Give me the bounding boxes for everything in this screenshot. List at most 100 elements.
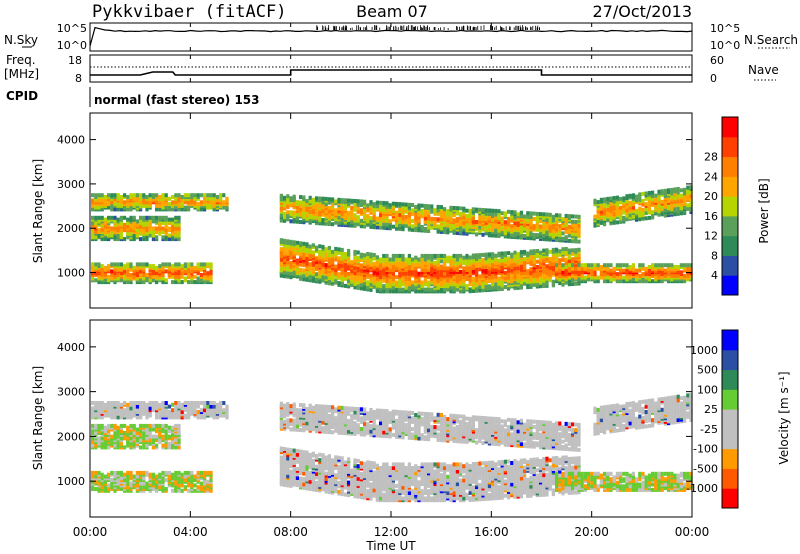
velocity-cell [177, 415, 181, 420]
power-cell [283, 211, 287, 216]
power-cell [91, 215, 95, 220]
velocity-cell [126, 470, 130, 475]
power-cell [683, 205, 687, 210]
power-cell [603, 215, 607, 220]
velocity-cell [151, 423, 155, 428]
power-cell [478, 216, 482, 221]
nave-label: Nave [748, 63, 779, 77]
power-cell [289, 196, 293, 201]
power-cell [401, 202, 405, 207]
power-cell [174, 271, 178, 276]
velocity-cell [167, 415, 171, 420]
power-cell [430, 257, 434, 262]
velocity-cell [164, 443, 168, 448]
power-cell [391, 201, 395, 206]
power-cell [148, 215, 152, 220]
power-cell [446, 282, 450, 287]
power-cell [366, 207, 370, 211]
power-cell [583, 263, 587, 268]
power-cell [343, 273, 347, 278]
power-cell [491, 262, 495, 267]
power-cell [347, 272, 351, 276]
freq-tick-bottom: 8 [75, 72, 82, 85]
velocity-cell [167, 410, 171, 414]
power-cell [199, 207, 203, 212]
velocity-cell [100, 401, 104, 405]
power-cell [430, 208, 434, 212]
power-cell [574, 248, 578, 253]
power-cell [430, 277, 434, 281]
power-cell [551, 232, 555, 237]
y-tick-label: 4000 [57, 134, 85, 147]
power-cell [503, 251, 507, 256]
velocity-cell [103, 429, 107, 434]
power-cell [119, 267, 123, 272]
power-cell [180, 198, 184, 203]
power-cell [475, 220, 479, 224]
power-cell [513, 210, 517, 215]
power-cell [622, 279, 626, 284]
power-cell [590, 268, 594, 273]
power-cell [103, 198, 107, 203]
power-cell [340, 205, 344, 210]
power-cell [177, 219, 181, 224]
power-cell [279, 238, 283, 243]
velocity-cell [135, 410, 139, 414]
velocity-cell [174, 404, 178, 409]
power-cell [107, 205, 111, 210]
power-cell [478, 225, 482, 230]
power-cell [222, 193, 226, 198]
power-cell [353, 271, 357, 276]
power-cell [484, 208, 488, 213]
nsky-line [89, 26, 693, 47]
power-cell [561, 263, 565, 268]
power-cell [177, 237, 181, 242]
velocity-cell [139, 401, 143, 405]
velocity-cell [167, 425, 171, 430]
velocity-cell [167, 445, 171, 450]
power-cell [359, 199, 363, 204]
velocity-cell [167, 470, 171, 475]
power-cell [91, 276, 95, 281]
power-cell [673, 265, 677, 269]
power-cell [289, 271, 293, 276]
power-cell [417, 271, 421, 276]
power-cell [369, 209, 373, 213]
power-cell [171, 280, 175, 285]
cpid-label: CPID [6, 89, 38, 103]
power-cell [494, 257, 498, 262]
power-cell [100, 264, 104, 269]
power-cell [331, 249, 335, 254]
power-cell [567, 248, 571, 253]
power-cell [526, 211, 530, 216]
power-cell [462, 255, 466, 260]
power-cell [347, 198, 351, 203]
velocity-cell [91, 485, 95, 490]
velocity-cell [148, 472, 152, 477]
power-cell [641, 207, 645, 212]
power-cell [385, 201, 389, 206]
power-cell [292, 266, 296, 271]
power-cell [321, 212, 325, 217]
power-cell [283, 258, 287, 263]
power-cell [318, 217, 322, 222]
power-cell [468, 255, 472, 260]
power-cell [398, 219, 402, 224]
power-cell [564, 265, 568, 269]
power-cell [414, 282, 418, 287]
power-colorbar-label: Power [dB] [757, 178, 771, 243]
power-cell [420, 203, 424, 208]
power-cell [529, 230, 533, 235]
power-cell [347, 248, 351, 253]
velocity-cell [161, 401, 165, 405]
velocity-cell [177, 401, 181, 405]
power-cell [353, 278, 357, 283]
velocity-cell [180, 472, 184, 477]
power-cell [615, 220, 619, 225]
power-cell [430, 225, 434, 230]
power-cell [523, 219, 527, 224]
power-cell [110, 203, 114, 208]
power-cell [135, 193, 139, 198]
power-cell [564, 272, 568, 277]
power-cell [308, 262, 312, 267]
